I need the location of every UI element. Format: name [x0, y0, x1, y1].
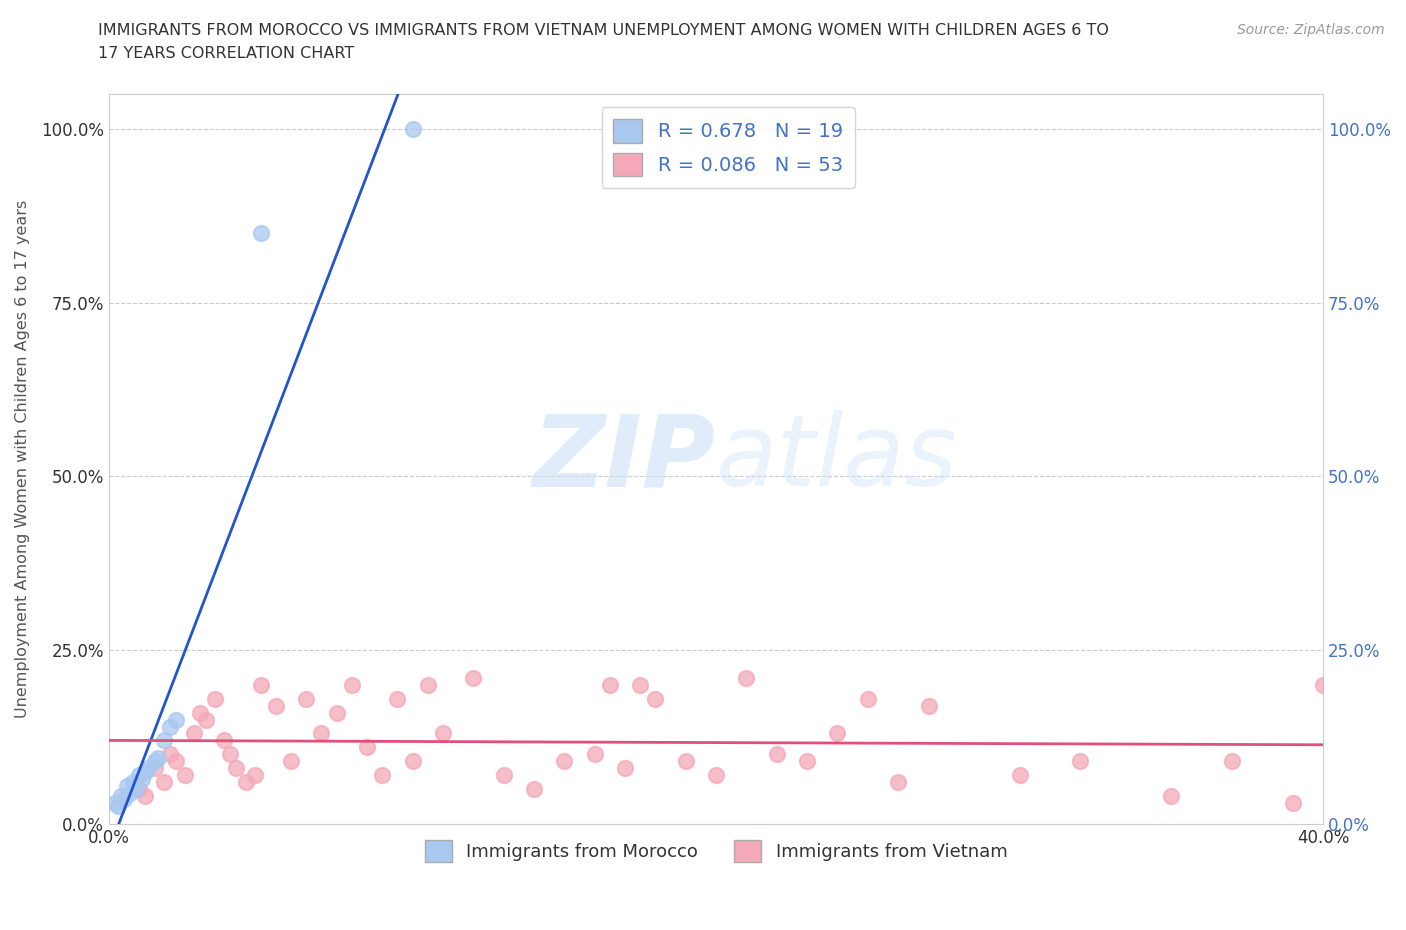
Point: [152, 733, 174, 748]
Point: [204, 691, 226, 706]
Point: [225, 761, 247, 776]
Point: [644, 691, 666, 706]
Point: [356, 740, 378, 755]
Point: [583, 747, 606, 762]
Point: [1069, 754, 1091, 769]
Point: [917, 698, 939, 713]
Point: [765, 747, 787, 762]
Point: [112, 792, 135, 807]
Point: [1220, 754, 1243, 769]
Point: [340, 677, 363, 692]
Point: [219, 747, 242, 762]
Point: [110, 789, 132, 804]
Point: [704, 768, 727, 783]
Point: [131, 771, 153, 786]
Point: [264, 698, 287, 713]
Point: [128, 781, 150, 796]
Point: [311, 726, 333, 741]
Point: [128, 768, 150, 783]
Point: [188, 705, 211, 720]
Point: [143, 761, 166, 776]
Point: [1008, 768, 1031, 783]
Point: [1312, 677, 1334, 692]
Text: 17 YEARS CORRELATION CHART: 17 YEARS CORRELATION CHART: [98, 46, 354, 61]
Point: [183, 726, 205, 741]
Point: [249, 226, 271, 241]
Point: [146, 751, 169, 765]
Point: [599, 677, 621, 692]
Point: [614, 761, 637, 776]
Point: [143, 754, 166, 769]
Point: [492, 768, 515, 783]
Point: [125, 781, 148, 796]
Point: [628, 677, 651, 692]
Point: [401, 754, 423, 769]
Point: [1160, 789, 1182, 804]
Point: [107, 799, 129, 814]
Y-axis label: Unemployment Among Women with Children Ages 6 to 17 years: Unemployment Among Women with Children A…: [15, 200, 30, 718]
Point: [887, 775, 910, 790]
Point: [159, 747, 181, 762]
Legend: Immigrants from Morocco, Immigrants from Vietnam: Immigrants from Morocco, Immigrants from…: [418, 833, 1015, 870]
Point: [401, 121, 423, 136]
Point: [243, 768, 266, 783]
Text: atlas: atlas: [716, 410, 957, 508]
Point: [523, 781, 546, 796]
Point: [295, 691, 318, 706]
Point: [1281, 795, 1303, 810]
Point: [134, 789, 156, 804]
Point: [856, 691, 879, 706]
Point: [235, 775, 257, 790]
Point: [120, 785, 142, 800]
Point: [371, 768, 394, 783]
Point: [249, 677, 271, 692]
Point: [796, 754, 818, 769]
Point: [173, 768, 195, 783]
Point: [553, 754, 575, 769]
Point: [325, 705, 347, 720]
Point: [159, 719, 181, 734]
Point: [432, 726, 454, 741]
Point: [195, 712, 218, 727]
Point: [214, 733, 236, 748]
Point: [387, 691, 409, 706]
Point: [115, 778, 138, 793]
Point: [735, 671, 758, 685]
Text: ZIP: ZIP: [533, 410, 716, 508]
Point: [152, 775, 174, 790]
Point: [134, 764, 156, 779]
Point: [138, 761, 160, 776]
Point: [165, 712, 187, 727]
Point: [165, 754, 187, 769]
Point: [104, 795, 127, 810]
Point: [416, 677, 439, 692]
Point: [827, 726, 849, 741]
Point: [463, 671, 485, 685]
Point: [122, 775, 145, 790]
Text: IMMIGRANTS FROM MOROCCO VS IMMIGRANTS FROM VIETNAM UNEMPLOYMENT AMONG WOMEN WITH: IMMIGRANTS FROM MOROCCO VS IMMIGRANTS FR…: [98, 23, 1109, 38]
Point: [280, 754, 302, 769]
Text: Source: ZipAtlas.com: Source: ZipAtlas.com: [1237, 23, 1385, 37]
Point: [675, 754, 697, 769]
